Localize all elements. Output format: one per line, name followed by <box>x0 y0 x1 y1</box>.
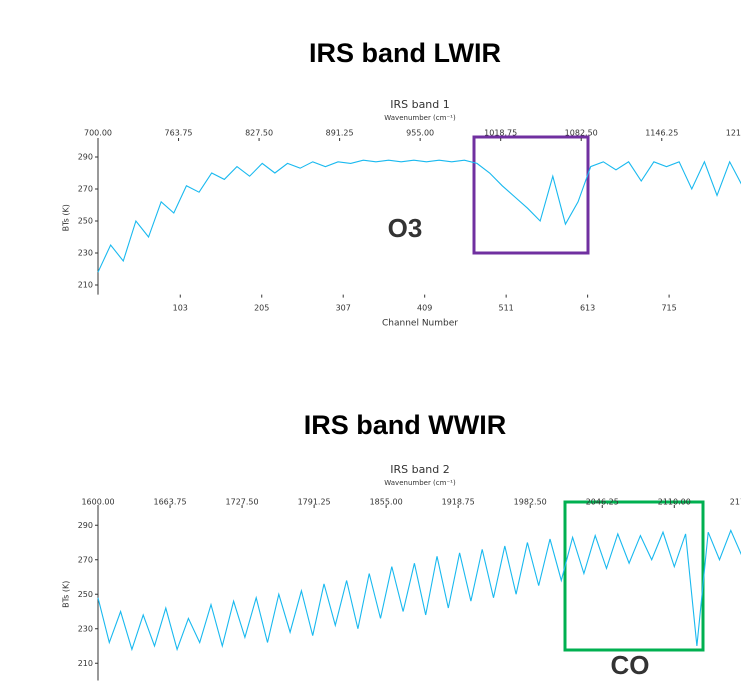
x2-tick-label: 1855.00 <box>370 498 403 507</box>
x2-tick-label: 700.00 <box>84 129 112 138</box>
heading: IRS band WWIR <box>304 410 506 440</box>
x2-tick-label: 1210.00 <box>726 129 741 138</box>
spectrum-line <box>97 159 741 273</box>
x2-axis-label: Wavenumber (cm⁻¹) <box>384 114 456 122</box>
x2-tick-label: 1082.50 <box>565 129 598 138</box>
x2-tick-label: 1600.00 <box>81 498 114 507</box>
x2-tick-label: 1018.75 <box>484 129 517 138</box>
heading: IRS band LWIR <box>309 38 501 68</box>
y-tick-label: 230 <box>78 249 93 258</box>
annotation: CO <box>611 650 650 680</box>
x2-tick-label: 2046.25 <box>586 498 619 507</box>
y-tick-label: 210 <box>78 281 93 290</box>
y-axis-label: BTs (K) <box>62 204 71 231</box>
x-tick-label: 511 <box>499 304 514 313</box>
chart-title: IRS band 2 <box>390 463 450 476</box>
x-tick-label: 409 <box>417 304 432 313</box>
y-tick-label: 230 <box>78 624 93 633</box>
x2-tick-label: 1982.50 <box>514 498 547 507</box>
x2-tick-label: 1727.50 <box>226 498 259 507</box>
x2-tick-label: 2110.00 <box>658 498 691 507</box>
x2-tick-label: 1791.25 <box>298 498 331 507</box>
x2-tick-label: 1146.25 <box>645 129 678 138</box>
y-tick-label: 250 <box>78 217 93 226</box>
y-tick-label: 270 <box>78 185 93 194</box>
x2-tick-label: 1918.75 <box>442 498 475 507</box>
x-tick-label: 103 <box>173 304 188 313</box>
x-axis-label: Channel Number <box>382 319 458 329</box>
x2-tick-label: 891.25 <box>326 129 354 138</box>
co-box <box>563 500 705 652</box>
y-tick-label: 250 <box>78 590 93 599</box>
y-tick-label: 270 <box>78 555 93 564</box>
x-tick-label: 613 <box>580 304 595 313</box>
annotation: O3 <box>388 213 423 243</box>
chart-title: IRS band 1 <box>390 98 450 111</box>
o3-box <box>472 135 590 255</box>
x2-tick-label: 763.75 <box>165 129 193 138</box>
x2-tick-label: 955.00 <box>406 129 434 138</box>
y-axis-label: BTs (K) <box>62 581 71 608</box>
x-tick-label: 205 <box>254 304 269 313</box>
x2-tick-label: 1663.75 <box>153 498 186 507</box>
x-tick-label: 307 <box>336 304 351 313</box>
x2-tick-label: 2173.75 <box>730 498 741 507</box>
spectrum-line <box>97 528 741 652</box>
y-tick-label: 210 <box>78 659 93 668</box>
y-tick-label: 290 <box>78 153 93 162</box>
x2-axis-label: Wavenumber (cm⁻¹) <box>384 479 456 487</box>
x2-tick-label: 827.50 <box>245 129 273 138</box>
x-tick-label: 715 <box>661 304 676 313</box>
y-tick-label: 290 <box>78 521 93 530</box>
